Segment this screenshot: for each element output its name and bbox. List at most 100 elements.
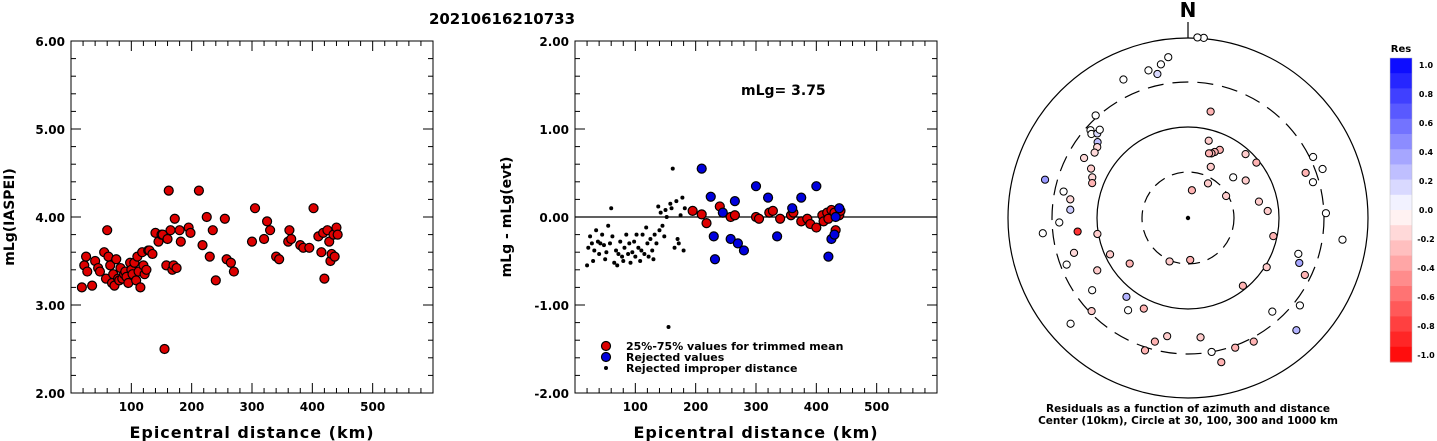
middle-point-improper [627, 241, 632, 246]
middle-point [829, 229, 840, 240]
residual-point [1093, 229, 1102, 239]
left-point [147, 248, 158, 260]
residual-point [1241, 176, 1250, 185]
residual-point [1206, 107, 1215, 116]
colorbar-tick-label: -0.8 [1417, 322, 1435, 331]
middle-point-improper [618, 239, 623, 244]
middle-point [775, 213, 786, 224]
left-point [286, 233, 297, 245]
left-point [225, 257, 236, 268]
middle-point [811, 181, 822, 192]
middle-point-improper [597, 251, 602, 256]
left-point [162, 233, 173, 245]
left-y-tick-label: 3.00 [35, 299, 65, 313]
colorbar-tick-label: 0.6 [1419, 119, 1434, 128]
middle-point-improper [588, 234, 593, 239]
middle-point-improper [626, 251, 631, 256]
residual-point [1207, 347, 1216, 357]
colorbar: Res 1.0 0.8 0.6 0.4 0.2 0.0 -0.2 -0.4 -0.6 -0.8 -1… [1389, 44, 1435, 363]
left-point [265, 225, 276, 236]
left-point [228, 266, 239, 277]
left-point [201, 211, 212, 223]
middle-point-improper [632, 239, 637, 244]
residual-point [1040, 175, 1050, 184]
residual-point [1238, 281, 1247, 290]
middle-x-tick-label: 100 [623, 400, 648, 414]
left-point [249, 203, 261, 214]
middle-point-improper [586, 245, 591, 250]
residual-point [1295, 258, 1304, 268]
left-x-tick-label: 300 [239, 400, 264, 414]
left-y-axis-label: mLg(IASPEI) [2, 168, 18, 266]
ring-1000km [1007, 37, 1369, 399]
residual-point [1321, 209, 1331, 218]
residual-point [1292, 326, 1301, 335]
left-point [175, 236, 186, 247]
colorbar-title: Res [1391, 44, 1411, 55]
middle-point [753, 213, 765, 224]
middle-point-improper [634, 232, 639, 237]
left-y-tick-label: 5.00 [35, 123, 65, 137]
middle-panel: 100 200 300 400 500 -2.00 -1.00 0.00 1.00 2.00 mL… [499, 35, 938, 441]
middle-point-improper [658, 210, 663, 215]
residual-point [1066, 319, 1075, 328]
left-point [204, 251, 215, 262]
residual-point [1318, 164, 1327, 174]
middle-y-axis-label: mLg - mLg(evt) [499, 157, 515, 278]
middle-point-improper [666, 325, 671, 329]
residual-point [1222, 191, 1231, 201]
colorbar-tick-label: -0.2 [1417, 235, 1435, 244]
left-point [80, 251, 92, 262]
residual-point [1156, 60, 1166, 69]
middle-point-improper [652, 232, 657, 237]
ring-100km [1096, 126, 1280, 310]
colorbar-cell [1390, 134, 1412, 150]
middle-point [738, 245, 750, 256]
left-point [207, 225, 218, 236]
middle-point [725, 233, 736, 245]
residual-point [1193, 33, 1202, 42]
left-point [193, 185, 205, 196]
residual-point [1125, 259, 1134, 268]
left-point [319, 273, 330, 284]
left-point [102, 225, 113, 236]
figure-title: 20210616210733 [429, 10, 575, 28]
middle-point-improper [640, 232, 645, 237]
colorbar-tick-label: 0.0 [1419, 206, 1434, 215]
middle-point [729, 196, 740, 207]
colorbar-cell [1390, 149, 1412, 165]
residual-point [1090, 148, 1099, 157]
middle-point-improper [598, 241, 603, 246]
left-panel: 100 200 300 400 500 2.00 3.00 4.00 5.00 6.00 Epic… [2, 35, 434, 441]
colorbar-cell [1390, 331, 1412, 348]
middle-point-improper [616, 251, 621, 256]
legend-label-rejected: Rejected values [626, 351, 725, 364]
left-y-tick-label: 6.00 [35, 35, 65, 49]
left-point [219, 213, 230, 224]
colorbar-tick-label: 0.4 [1419, 148, 1434, 157]
middle-point-improper [615, 263, 620, 268]
middle-point [767, 205, 778, 216]
legend-marker-trimmed [600, 340, 612, 352]
residual-point [1144, 66, 1153, 75]
residual-point [1301, 168, 1310, 177]
residual-point [1295, 301, 1304, 310]
colorbar-cell [1390, 58, 1412, 74]
residual-point [1231, 343, 1240, 352]
legend-label-improper: Rejected improper distance [626, 362, 797, 375]
colorbar-tick-label: 0.8 [1419, 90, 1434, 99]
polar-caption-line-1: Residuals as a function of azimuth and d… [1046, 403, 1330, 415]
middle-point [750, 181, 762, 192]
polar-caption-line-2: Center (10km), Circle at 30, 100, 300 an… [1038, 415, 1338, 427]
middle-point-improper [650, 248, 655, 253]
left-point [258, 233, 270, 245]
middle-point [696, 163, 707, 174]
residual-point [1122, 292, 1131, 301]
middle-point-improper [663, 207, 668, 212]
middle-x-tick-label: 200 [683, 400, 708, 414]
middle-point-improper [606, 223, 611, 228]
left-point [284, 225, 295, 236]
residual-point [1262, 263, 1271, 272]
legend-marker-rejected [600, 351, 612, 363]
left-point [316, 247, 327, 258]
